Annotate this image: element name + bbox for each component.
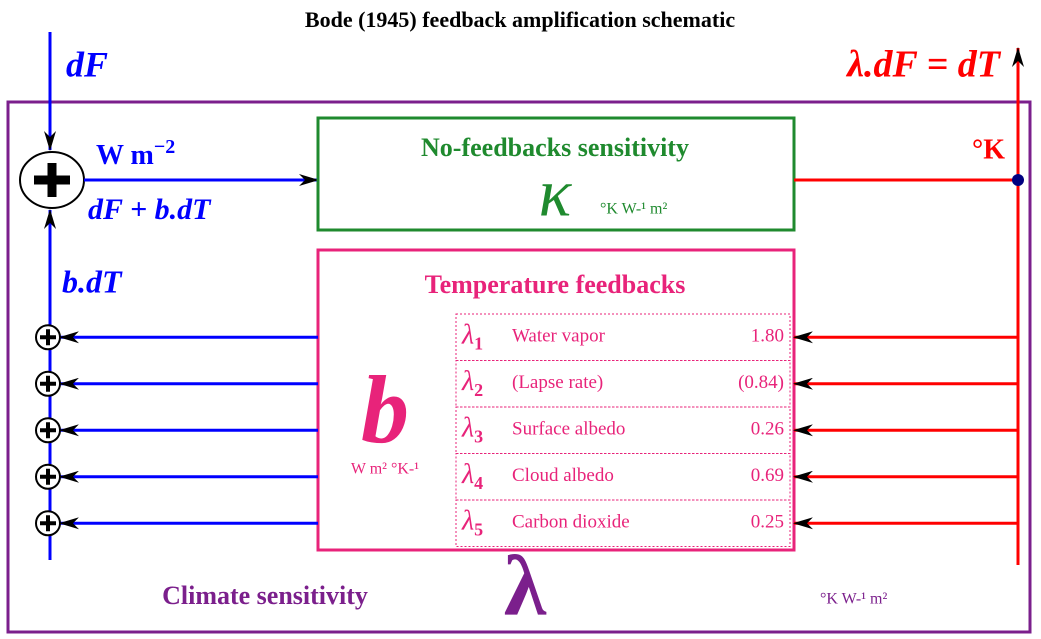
title: Bode (1945) feedback amplification schem… [305, 7, 735, 32]
system-box [6, 100, 1032, 634]
output-label: λ.dF = dT [845, 44, 1002, 86]
feedback-symbol-sub: 3 [474, 426, 483, 446]
feedback-name: Surface albedo [512, 419, 625, 440]
feedbacks-units: W m² °K-¹ [351, 461, 419, 478]
feedback-symbol-base: λ [461, 413, 474, 444]
junction [1012, 174, 1024, 186]
no-feedbacks-box [316, 116, 796, 232]
feedbacks-symbol: b [361, 356, 409, 463]
feedback-name: Water vapor [512, 326, 606, 347]
feedback-symbol-base: λ [461, 459, 474, 490]
sum-label: dF + b.dT [88, 193, 212, 226]
feedback-sum-plus [40, 375, 56, 392]
no-feedbacks-symbol: κ [539, 155, 573, 231]
feedback-value: 0.25 [751, 512, 784, 533]
feedback-sum-plus [40, 329, 56, 346]
feedback-name: Cloud albedo [512, 465, 614, 486]
sum-units-base: W m [96, 140, 154, 171]
feedback-name: Carbon dioxide [512, 512, 630, 533]
feedback-value: (0.84) [738, 372, 784, 393]
feedback-symbol: λ4 [461, 459, 483, 493]
feedback-value: 0.26 [751, 419, 784, 440]
feedback-signal: b.dT [62, 263, 123, 299]
feedback-symbol-base: λ [461, 320, 474, 351]
feedback-name: (Lapse rate) [512, 372, 603, 393]
feedback-value: 0.69 [751, 465, 784, 486]
feedback-cell [455, 406, 791, 454]
feedback-cell [455, 360, 791, 408]
no-feedbacks-title: No-feedbacks sensitivity [421, 133, 689, 162]
sum-plus [34, 163, 70, 197]
feedback-symbol: λ5 [461, 506, 483, 540]
feedback-symbol: λ3 [461, 413, 483, 447]
feedback-symbol-sub: 4 [474, 473, 483, 493]
feedback-symbol: λ1 [461, 320, 483, 354]
feedback-symbol-sub: 2 [474, 380, 483, 400]
feedback-sum-plus [40, 422, 56, 439]
climate-title: Climate sensitivity [162, 581, 368, 610]
climate-symbol: λ [504, 538, 547, 634]
feedback-symbol-sub: 1 [474, 333, 483, 353]
output-units: °K [972, 134, 1005, 165]
feedback-symbol-base: λ [461, 366, 474, 397]
feedback-value: 1.80 [751, 326, 784, 347]
no-feedbacks-units: °K W-¹ m² [600, 201, 667, 218]
sum-units: W m−2 [96, 136, 175, 172]
feedback-sum-plus [40, 515, 56, 532]
climate-units: °K W-¹ m² [820, 591, 887, 608]
sum-units-sup: −2 [154, 136, 175, 158]
feedback-cell [455, 499, 791, 547]
input-label: dF [66, 44, 108, 84]
feedbacks-title: Temperature feedbacks [425, 270, 686, 299]
feedback-symbol-sub: 5 [474, 519, 483, 539]
feedback-cell [455, 313, 791, 361]
feedback-cell [455, 453, 791, 501]
feedback-symbol: λ2 [461, 366, 483, 400]
feedback-sum-plus [40, 468, 56, 485]
feedback-symbol-base: λ [461, 506, 474, 537]
